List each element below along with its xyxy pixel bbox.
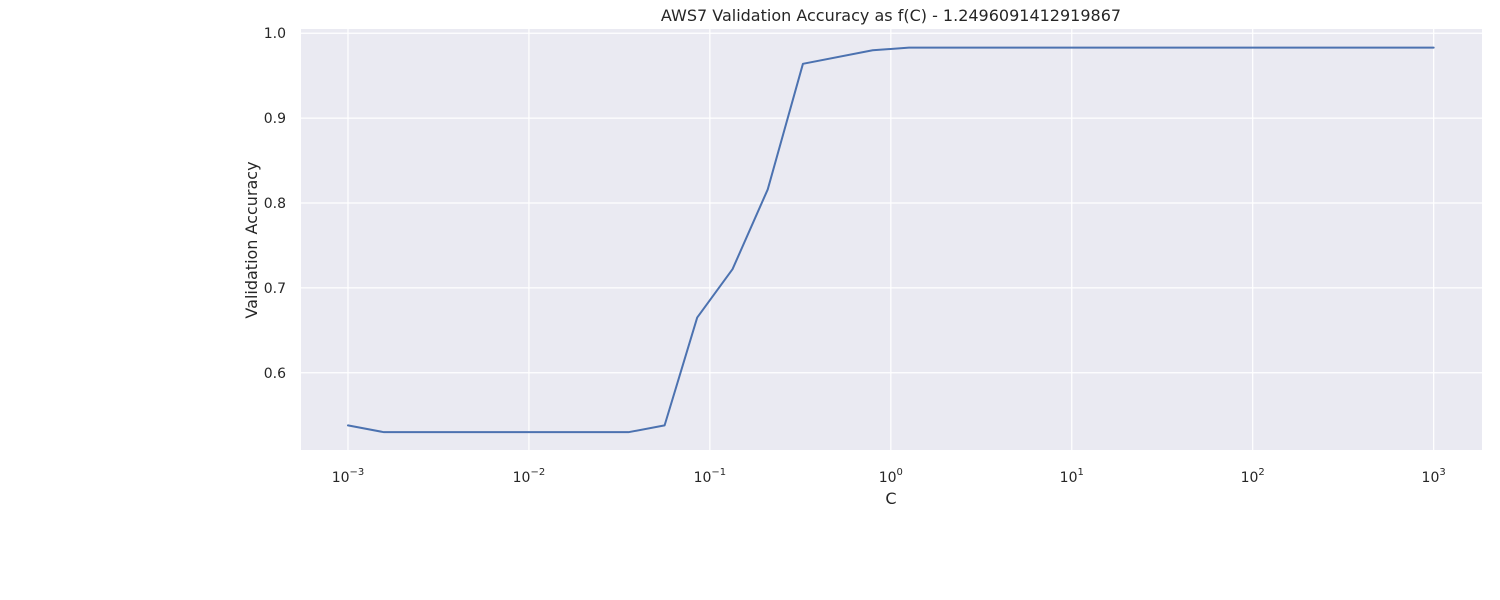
y-tick-label: 0.8 [264, 196, 286, 212]
x-tick-label: 103 [1422, 467, 1446, 486]
y-tick-label: 0.6 [264, 366, 286, 382]
x-tick-label: 102 [1241, 467, 1265, 486]
x-tick-exponent: 1 [1077, 467, 1083, 478]
x-tick-label: 101 [1060, 467, 1084, 486]
x-tick-base: 10 [1241, 470, 1259, 486]
y-tick-label: 0.7 [264, 281, 286, 297]
x-tick-exponent: 0 [897, 467, 903, 478]
series-line [346, 46, 1435, 434]
y-tick-label: 1.0 [264, 26, 286, 42]
x-tick-exponent: 2 [1258, 467, 1264, 478]
y-axis-label: Validation Accuracy [242, 161, 261, 318]
x-tick-base: 10 [1422, 470, 1440, 486]
x-tick-exponent: −1 [711, 467, 726, 478]
y-tick-label: 0.9 [264, 111, 286, 127]
x-tick-exponent: −3 [350, 467, 365, 478]
x-tick-base: 10 [694, 470, 712, 486]
x-tick-base: 10 [513, 470, 531, 486]
plot-area [301, 29, 1482, 450]
x-tick-base: 10 [1060, 470, 1078, 486]
x-tick-base: 10 [332, 470, 350, 486]
x-axis-ticks: 10−3 10−2 10−1 100 101 102 103 [332, 467, 1446, 486]
x-tick-base: 10 [879, 470, 897, 486]
x-tick-label: 100 [879, 467, 903, 486]
x-tick-label: 10−3 [332, 467, 365, 486]
grid [301, 29, 1482, 450]
x-tick-exponent: −2 [530, 467, 545, 478]
x-tick-exponent: 3 [1439, 467, 1445, 478]
chart-title: AWS7 Validation Accuracy as f(C) - 1.249… [661, 6, 1121, 25]
y-axis-ticks: 0.6 0.7 0.8 0.9 1.0 [264, 26, 286, 382]
x-tick-label: 10−2 [513, 467, 546, 486]
x-tick-label: 10−1 [694, 467, 727, 486]
series-layer [346, 46, 1435, 434]
x-axis-label: C [885, 489, 896, 508]
